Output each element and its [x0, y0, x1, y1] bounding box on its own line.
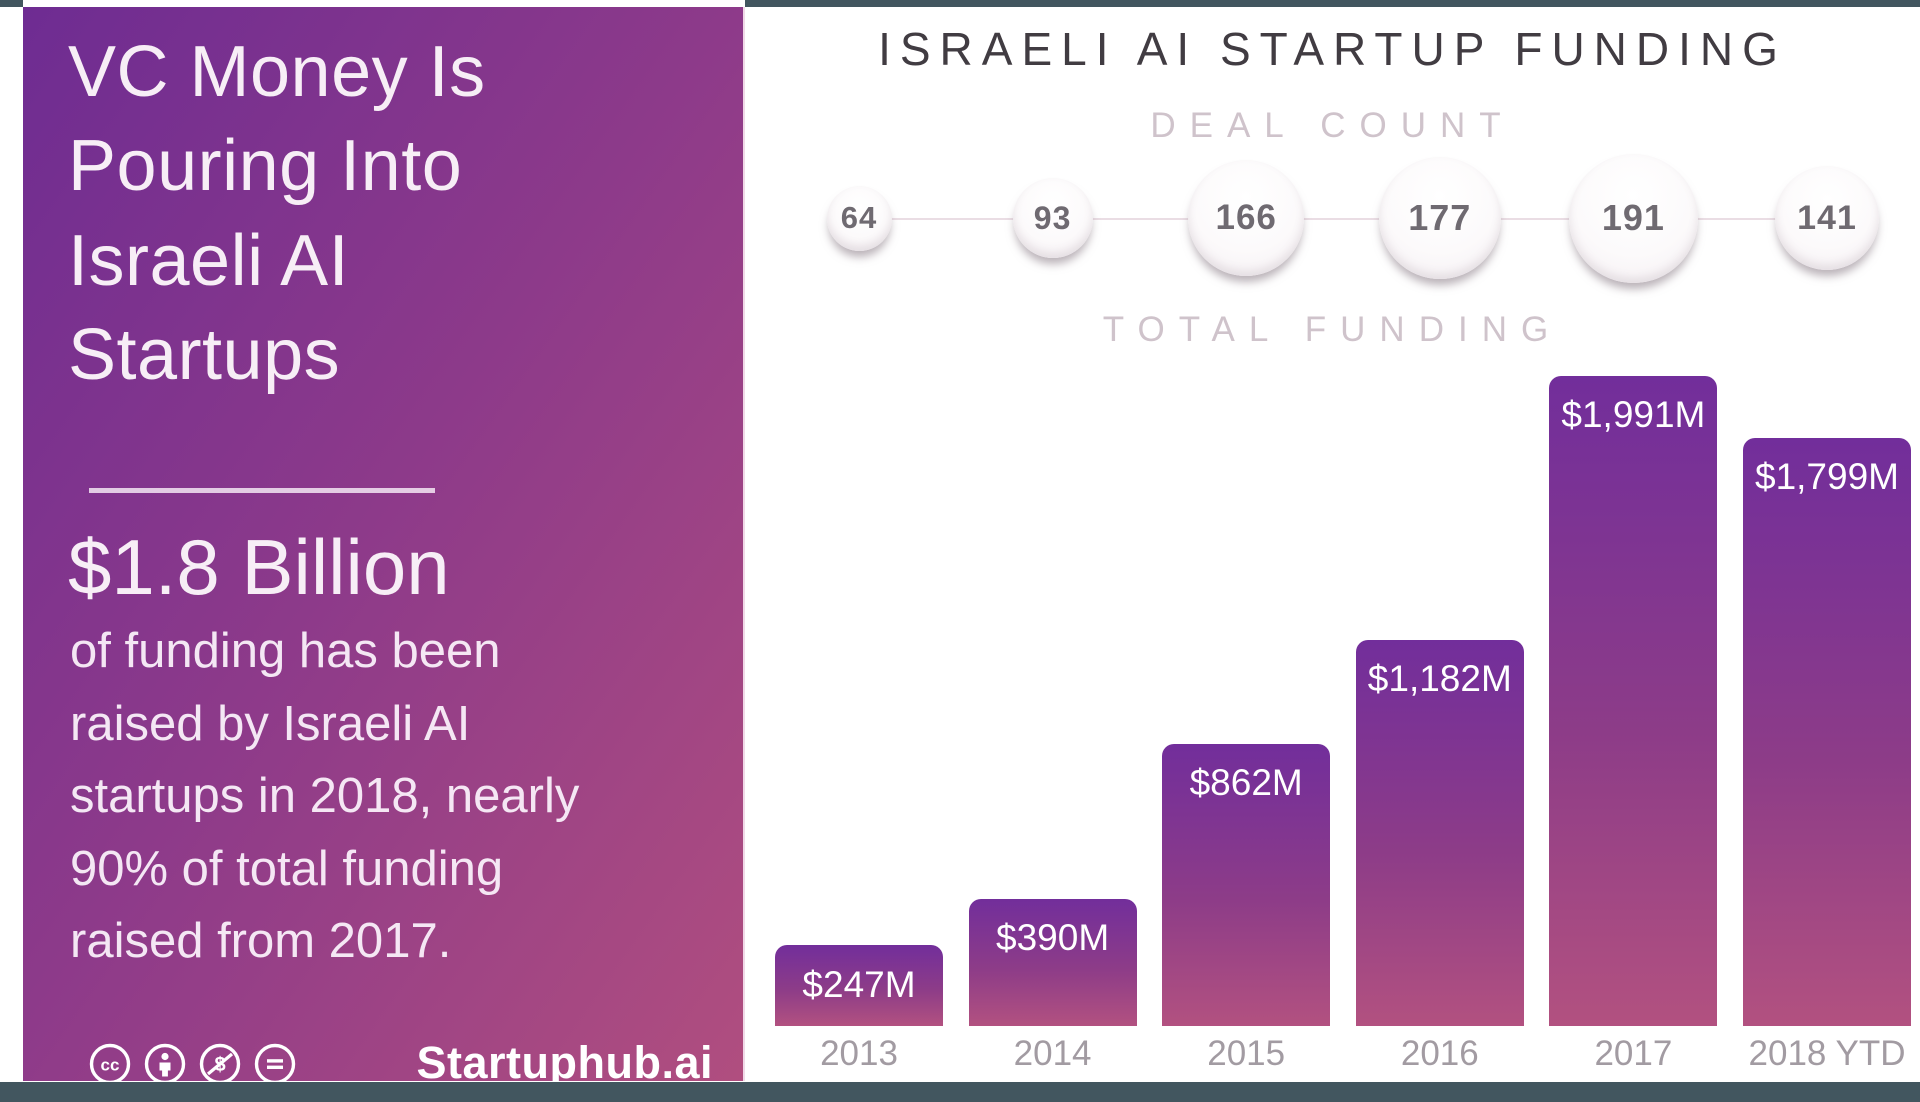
- deal-count-bubble: 93: [1012, 178, 1093, 258]
- x-axis-label: 2016: [1400, 1034, 1479, 1073]
- x-axis-label: 2017: [1594, 1034, 1673, 1073]
- deal-count-value: 177: [1408, 197, 1472, 238]
- total-funding-label: TOTAL FUNDING: [1102, 310, 1563, 349]
- funding-bar: $1,182M: [1355, 640, 1524, 1026]
- left-panel: VC Money Is Pouring Into Israeli AI Star…: [23, 7, 745, 1088]
- cc-attribution-icon: [144, 1043, 186, 1085]
- deal-count-bubble: 191: [1568, 153, 1698, 283]
- bar-value-label: $1,799M: [1755, 456, 1899, 497]
- deal-count-value: 166: [1215, 198, 1277, 237]
- funding-bar: $862M: [1162, 744, 1331, 1026]
- funding-bar: $1,991M: [1549, 376, 1718, 1026]
- license-row: cc $: [89, 1043, 296, 1085]
- bar-value-label: $1,182M: [1367, 658, 1512, 699]
- deal-count-bubble: 177: [1378, 157, 1501, 279]
- funding-bar: $390M: [968, 899, 1137, 1026]
- deal-count-connector-line: [828, 218, 1858, 220]
- bar-value-label: $247M: [802, 964, 916, 1005]
- brand-logo-text: Startuphub.ai: [416, 1037, 713, 1088]
- cc-icon: cc: [89, 1043, 131, 1085]
- panel-title: VC Money Is Pouring Into Israeli AI Star…: [68, 32, 486, 395]
- cc-noncommercial-icon: $: [199, 1043, 241, 1085]
- headline-amount: $1.8 Billion: [68, 523, 450, 611]
- deal-count-value: 64: [840, 200, 878, 235]
- bar-value-label: $1,991M: [1561, 394, 1706, 435]
- top-edge-mask: [23, 0, 745, 7]
- deal-count-bubble: 141: [1775, 166, 1879, 270]
- x-axis-label: 2014: [1013, 1034, 1092, 1073]
- bottom-edge-bar: [0, 1082, 1920, 1102]
- deal-count-value: 191: [1601, 197, 1665, 238]
- cc-noderivatives-icon: [254, 1043, 296, 1085]
- deal-count-label: DEAL COUNT: [1150, 106, 1515, 145]
- divider-line: [89, 488, 435, 493]
- deal-count-bubble: 64: [826, 185, 892, 251]
- bar-value-label: $862M: [1189, 762, 1303, 803]
- x-axis-label: 2015: [1207, 1034, 1286, 1073]
- top-edge-bar: [0, 0, 1920, 7]
- panel-description: of funding has been raised by Israeli AI…: [70, 624, 580, 969]
- deal-count-bubble: 166: [1188, 160, 1305, 276]
- bar-value-label: $390M: [996, 917, 1110, 958]
- deal-count-value: 141: [1797, 198, 1857, 237]
- x-axis-label: 2018 YTD: [1748, 1034, 1906, 1073]
- funding-bar: $1,799M: [1743, 438, 1911, 1026]
- funding-bar: $247M: [775, 945, 943, 1026]
- x-axis-label: 2013: [820, 1034, 898, 1073]
- chart-title: ISRAELI AI STARTUP FUNDING: [878, 23, 1787, 75]
- deal-count-value: 93: [1033, 199, 1072, 236]
- svg-text:cc: cc: [101, 1056, 120, 1075]
